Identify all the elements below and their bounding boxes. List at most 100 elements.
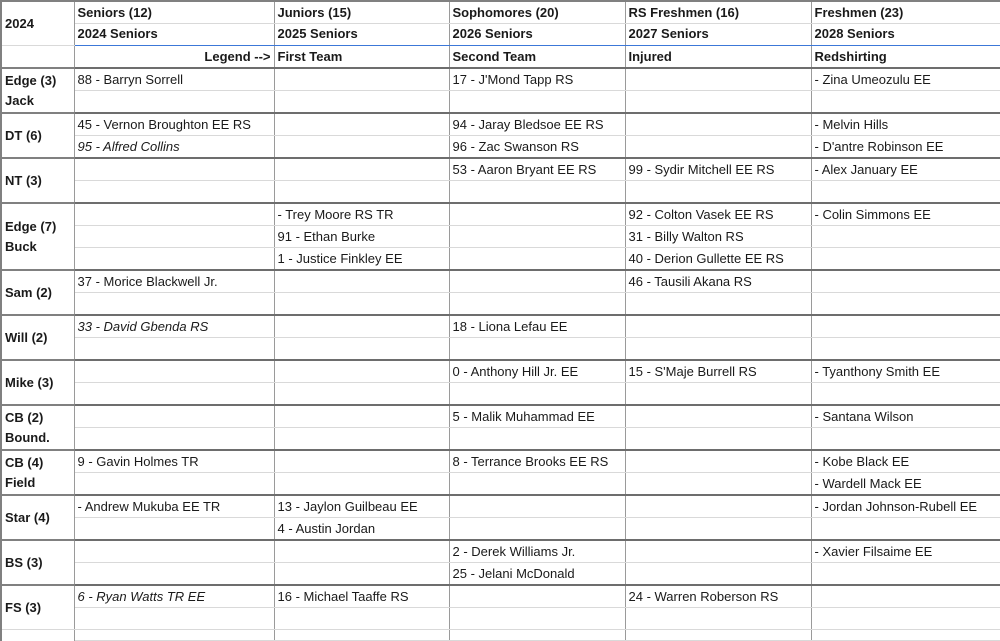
player-cell-sen[interactable]	[74, 337, 275, 361]
player-cell-fr[interactable]: - Zina Umeozulu EE	[811, 67, 1000, 91]
player-cell-sop[interactable]	[449, 90, 626, 114]
player-cell-jun[interactable]	[274, 562, 450, 586]
player-cell-jun[interactable]	[274, 314, 450, 338]
player-cell-fr[interactable]: - Alex January EE	[811, 157, 1000, 181]
player-cell-rsf[interactable]: 92 - Colton Vasek EE RS	[625, 202, 812, 226]
player-cell-rsf[interactable]	[625, 427, 812, 451]
player-cell-jun[interactable]	[274, 449, 450, 473]
player-cell-sen[interactable]	[74, 225, 275, 248]
player-cell-sen[interactable]	[74, 562, 275, 586]
player-cell-fr[interactable]	[811, 225, 1000, 248]
player-cell-rsf[interactable]	[625, 90, 812, 114]
player-cell-fr[interactable]	[811, 517, 1000, 541]
player-cell-sop[interactable]: 53 - Aaron Bryant EE RS	[449, 157, 626, 181]
player-cell-rsf[interactable]	[625, 67, 812, 91]
player-cell-jun[interactable]: 1 - Justice Finkley EE	[274, 247, 450, 271]
player-cell-rsf[interactable]	[625, 472, 812, 496]
player-cell-sop[interactable]	[449, 247, 626, 271]
player-cell-jun[interactable]	[274, 112, 450, 136]
player-cell-sen[interactable]	[74, 472, 275, 496]
player-cell-sen[interactable]	[74, 359, 275, 383]
player-cell-sen[interactable]	[74, 404, 275, 428]
player-cell-jun[interactable]	[274, 157, 450, 181]
player-cell-sop[interactable]: 2 - Derek Williams Jr.	[449, 539, 626, 563]
player-cell-sen[interactable]	[74, 202, 275, 226]
player-cell-rsf[interactable]: 15 - S'Maje Burrell RS	[625, 359, 812, 383]
player-cell-jun[interactable]	[274, 382, 450, 406]
player-cell-jun[interactable]: 91 - Ethan Burke	[274, 225, 450, 248]
player-cell-rsf[interactable]: 24 - Warren Roberson RS	[625, 584, 812, 608]
player-cell-rsf[interactable]	[625, 562, 812, 586]
player-cell-sen[interactable]: 6 - Ryan Watts TR EE	[74, 584, 275, 608]
player-cell-jun[interactable]	[274, 67, 450, 91]
player-cell-jun[interactable]	[274, 404, 450, 428]
player-cell-fr[interactable]	[811, 382, 1000, 406]
player-cell-sop[interactable]: 17 - J'Mond Tapp RS	[449, 67, 626, 91]
player-cell-fr[interactable]: - Colin Simmons EE	[811, 202, 1000, 226]
player-cell-sop[interactable]	[449, 225, 626, 248]
player-cell-fr[interactable]: - D'antre Robinson EE	[811, 135, 1000, 159]
player-cell-sop[interactable]	[449, 472, 626, 496]
player-cell-sen[interactable]	[74, 90, 275, 114]
player-cell-jun[interactable]	[274, 337, 450, 361]
player-cell-sen[interactable]	[74, 382, 275, 406]
player-cell-fr[interactable]	[811, 292, 1000, 316]
player-cell-rsf[interactable]	[625, 112, 812, 136]
player-cell-rsf[interactable]	[625, 494, 812, 518]
player-cell-fr[interactable]: - Wardell Mack EE	[811, 472, 1000, 496]
player-cell-rsf[interactable]: 46 - Tausili Akana RS	[625, 269, 812, 293]
player-cell-fr[interactable]: - Xavier Filsaime EE	[811, 539, 1000, 563]
player-cell-jun[interactable]: 16 - Michael Taaffe RS	[274, 584, 450, 608]
player-cell-fr[interactable]	[811, 247, 1000, 271]
player-cell-jun[interactable]	[274, 359, 450, 383]
player-cell-sen[interactable]	[74, 539, 275, 563]
player-cell-sen[interactable]	[74, 292, 275, 316]
player-cell-sen[interactable]	[74, 180, 275, 204]
player-cell-sen[interactable]	[74, 607, 275, 630]
player-cell-fr[interactable]	[811, 180, 1000, 204]
player-cell-jun[interactable]	[274, 607, 450, 630]
player-cell-sop[interactable]: 94 - Jaray Bledsoe EE RS	[449, 112, 626, 136]
player-cell-fr[interactable]	[811, 90, 1000, 114]
player-cell-sop[interactable]	[449, 584, 626, 608]
player-cell-jun[interactable]	[274, 135, 450, 159]
player-cell-sop[interactable]	[449, 202, 626, 226]
player-cell-fr[interactable]	[811, 269, 1000, 293]
player-cell-fr[interactable]	[811, 337, 1000, 361]
player-cell-sop[interactable]	[449, 517, 626, 541]
player-cell-sop[interactable]	[449, 607, 626, 630]
player-cell-rsf[interactable]	[625, 607, 812, 630]
player-cell-jun[interactable]	[274, 539, 450, 563]
player-cell-sop[interactable]: 8 - Terrance Brooks EE RS	[449, 449, 626, 473]
player-cell-rsf[interactable]	[625, 382, 812, 406]
player-cell-sop[interactable]	[449, 427, 626, 451]
player-cell-rsf[interactable]	[625, 404, 812, 428]
player-cell-sen[interactable]: 95 - Alfred Collins	[74, 135, 275, 159]
player-cell-sen[interactable]: 45 - Vernon Broughton EE RS	[74, 112, 275, 136]
player-cell-sen[interactable]	[74, 247, 275, 271]
player-cell-jun[interactable]: 4 - Austin Jordan	[274, 517, 450, 541]
player-cell-fr[interactable]: - Tyanthony Smith EE	[811, 359, 1000, 383]
player-cell-sen[interactable]	[74, 157, 275, 181]
player-cell-sen[interactable]: 33 - David Gbenda RS	[74, 314, 275, 338]
player-cell-sop[interactable]	[449, 494, 626, 518]
player-cell-fr[interactable]	[811, 562, 1000, 586]
player-cell-fr[interactable]: - Jordan Johnson-Rubell EE	[811, 494, 1000, 518]
player-cell-sop[interactable]: 96 - Zac Swanson RS	[449, 135, 626, 159]
player-cell-sen[interactable]: 9 - Gavin Holmes TR	[74, 449, 275, 473]
player-cell-sen[interactable]: 37 - Morice Blackwell Jr.	[74, 269, 275, 293]
player-cell-sen[interactable]: - Andrew Mukuba EE TR	[74, 494, 275, 518]
player-cell-sen[interactable]	[74, 427, 275, 451]
player-cell-sop[interactable]: 0 - Anthony Hill Jr. EE	[449, 359, 626, 383]
player-cell-rsf[interactable]	[625, 292, 812, 316]
player-cell-fr[interactable]: - Santana Wilson	[811, 404, 1000, 428]
player-cell-sop[interactable]	[449, 180, 626, 204]
player-cell-jun[interactable]	[274, 90, 450, 114]
player-cell-fr[interactable]: - Kobe Black EE	[811, 449, 1000, 473]
player-cell-sen[interactable]	[74, 517, 275, 541]
player-cell-rsf[interactable]: 31 - Billy Walton RS	[625, 225, 812, 248]
player-cell-fr[interactable]: - Melvin Hills	[811, 112, 1000, 136]
player-cell-rsf[interactable]	[625, 449, 812, 473]
player-cell-jun[interactable]: 13 - Jaylon Guilbeau EE	[274, 494, 450, 518]
player-cell-fr[interactable]	[811, 607, 1000, 630]
